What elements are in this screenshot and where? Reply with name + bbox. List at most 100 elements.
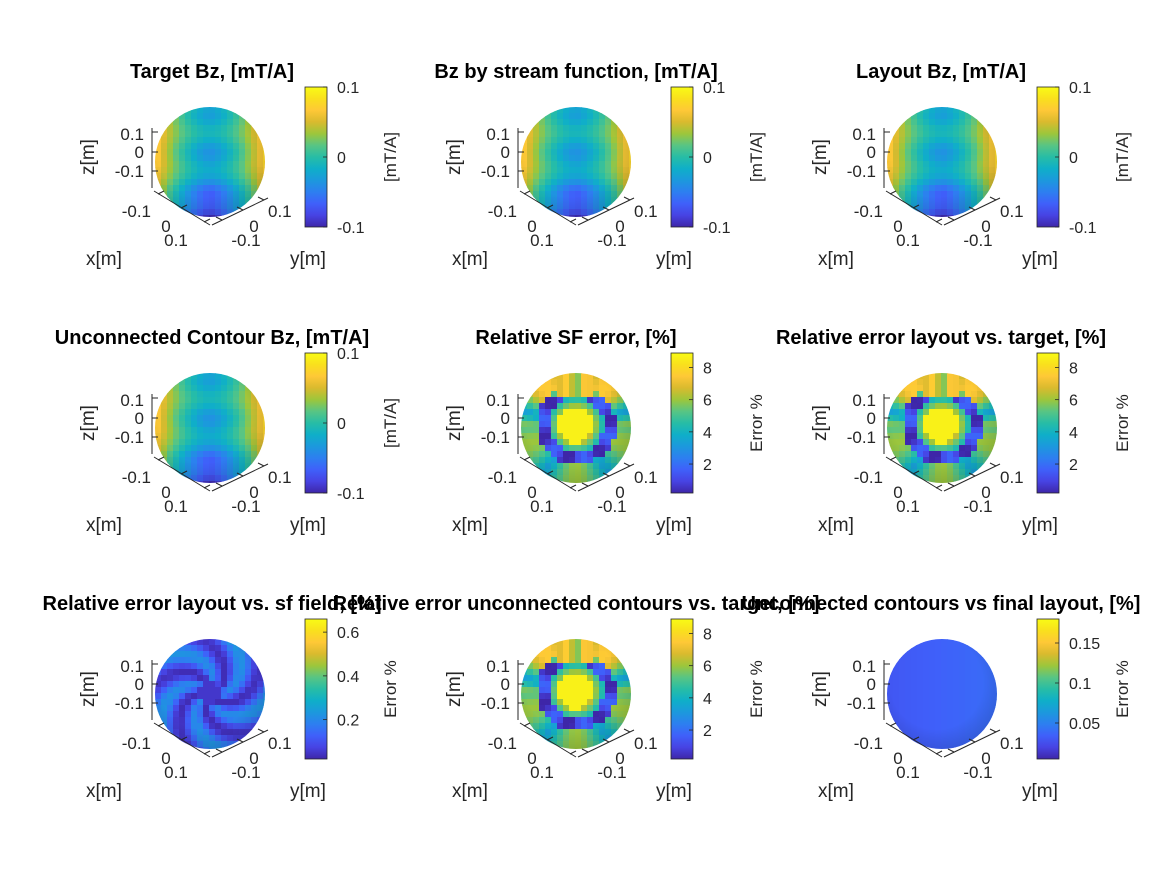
surface-patch <box>179 639 186 646</box>
subplot-1: Target Bz, [mT/A]0.10-0.1-0.100.10.10-0.… <box>78 61 400 270</box>
axes-box <box>151 128 269 226</box>
colorbar-tick-label: -0.1 <box>1069 220 1097 237</box>
surface-patch <box>251 729 258 736</box>
x-tick-label: 0.1 <box>530 763 554 782</box>
surface-patch <box>995 711 997 718</box>
surface-patch <box>251 119 258 126</box>
axes-box <box>517 128 635 226</box>
y-tick-label: 0.1 <box>268 734 292 753</box>
colorbar-tick-label: 8 <box>703 626 712 643</box>
y-tick <box>623 728 631 733</box>
colorbar-tick-label: 0.15 <box>1069 636 1100 653</box>
y-tick-label: 0.1 <box>634 202 658 221</box>
x-tick <box>546 736 554 741</box>
colorbar-label: [mT/A] <box>747 132 766 182</box>
x-tick-label: -0.1 <box>488 202 517 221</box>
y-tick <box>257 196 265 201</box>
surface-patch <box>995 445 997 452</box>
axes-box <box>151 660 269 758</box>
z-tick-label: 0 <box>867 143 876 162</box>
y-tick <box>215 216 223 221</box>
colorbar <box>1036 352 1060 494</box>
sphere-surface <box>155 107 265 217</box>
surface-patch <box>911 373 918 380</box>
y-axis-line <box>577 197 635 226</box>
surface-patch <box>257 457 264 464</box>
x-tick-label: 0.1 <box>164 497 188 516</box>
surface-patch <box>617 729 624 736</box>
colorbar-tick-label: -0.1 <box>337 486 365 503</box>
surface-patch <box>161 463 168 470</box>
x-tick-label: 0 <box>161 217 170 236</box>
colorbar-tick-label: 0.1 <box>1069 80 1091 97</box>
surface-patch <box>977 379 984 386</box>
surface-patch <box>533 735 540 742</box>
surface-patch <box>995 409 997 416</box>
colorbar-tick-label: 4 <box>703 691 712 708</box>
x-tick-label: 0 <box>527 483 536 502</box>
surface-patch <box>893 463 900 470</box>
x-axis-label: x[m] <box>818 781 854 802</box>
z-tick-label: -0.1 <box>115 694 144 713</box>
axes-box <box>517 660 635 758</box>
subplot-title: Target Bz, [mT/A] <box>130 61 294 83</box>
colorbar-tick-label: 0.1 <box>337 346 359 363</box>
x-tick <box>546 470 554 475</box>
y-tick <box>947 216 955 221</box>
x-tick-label: 0 <box>527 217 536 236</box>
sphere-surface <box>521 639 631 749</box>
colorbar-tick-label: 2 <box>703 723 712 740</box>
x-tick <box>180 470 188 475</box>
z-tick-label: 0.1 <box>852 657 876 676</box>
x-tick <box>203 218 211 223</box>
surface-patch <box>617 651 624 658</box>
y-axis-label: y[m] <box>1022 249 1058 270</box>
x-tick-label: -0.1 <box>854 202 883 221</box>
y-tick-label: 0.1 <box>1000 202 1024 221</box>
x-tick-label: 0 <box>527 749 536 768</box>
z-axis-label: z[m] <box>810 139 831 175</box>
colorbar <box>1036 618 1060 760</box>
x-tick-label: 0.1 <box>164 231 188 250</box>
x-tick <box>935 218 943 223</box>
y-tick <box>581 216 589 221</box>
sphere-surface <box>521 107 631 217</box>
x-tick-label: 0.1 <box>530 231 554 250</box>
y-tick <box>968 206 976 211</box>
surface-patch <box>617 385 624 392</box>
surface-patch <box>263 173 265 180</box>
axes-box <box>883 128 1001 226</box>
x-tick <box>157 722 165 727</box>
colorbar-tick-label: 0 <box>337 150 346 167</box>
x-tick <box>889 190 897 195</box>
x-tick <box>546 204 554 209</box>
y-axis-label: y[m] <box>290 515 326 536</box>
y-tick <box>968 738 976 743</box>
surface-patch <box>617 463 624 470</box>
y-axis-label: y[m] <box>656 249 692 270</box>
y-tick <box>236 472 244 477</box>
colorbar <box>304 618 328 760</box>
subplot-title: Relative SF error, [%] <box>475 327 676 349</box>
y-tick <box>968 472 976 477</box>
z-tick-label: 0.1 <box>120 125 144 144</box>
y-axis-label: y[m] <box>1022 781 1058 802</box>
sphere-shading <box>887 639 997 749</box>
surface-patch <box>263 705 265 712</box>
x-tick <box>180 204 188 209</box>
surface-patch <box>629 179 631 186</box>
x-tick-label: 0 <box>161 483 170 502</box>
surface-patch <box>263 711 265 718</box>
y-tick <box>257 728 265 733</box>
colorbar-tick-label: 2 <box>1069 457 1078 474</box>
sphere-shading <box>887 107 997 217</box>
sphere-surface <box>887 639 997 749</box>
surface-patch <box>911 639 918 646</box>
colorbar-label: [mT/A] <box>1113 132 1132 182</box>
y-tick-label: 0 <box>981 749 990 768</box>
surface-patch <box>545 373 552 380</box>
x-tick-label: 0 <box>161 749 170 768</box>
colorbar-tick-label: 0.1 <box>337 80 359 97</box>
colorbar-tick-label: 0 <box>703 150 712 167</box>
surface-patch <box>989 723 996 730</box>
